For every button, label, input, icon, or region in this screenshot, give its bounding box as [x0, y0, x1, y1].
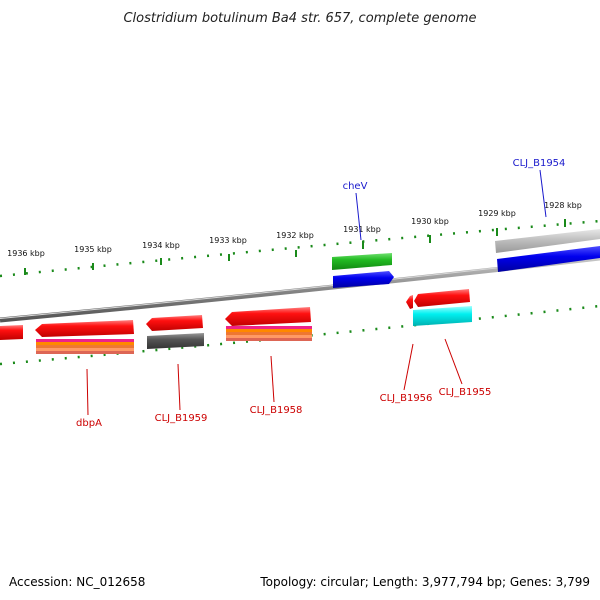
cds-dbpA-band	[36, 342, 134, 345]
cds-cheV[interactable]	[333, 271, 394, 288]
tick-label: 1935 kbp	[74, 245, 112, 254]
gene-dbpA[interactable]	[35, 320, 134, 337]
tick-label: 1933 kbp	[209, 236, 247, 245]
gene-CLJ_B1955[interactable]	[414, 289, 470, 307]
label-CLJ_B1954: CLJ_B1954	[513, 158, 566, 169]
gene-left-edge[interactable]	[0, 325, 23, 340]
cds-CLJ_B1958-band	[226, 332, 312, 335]
gene-CLJ_B1956[interactable]	[406, 295, 413, 309]
cds-dbpA-band	[36, 345, 134, 348]
gene-CLJ_B1954[interactable]	[495, 229, 600, 253]
gene-cheV[interactable]	[332, 253, 392, 270]
gene-cheV-group[interactable]	[332, 253, 394, 288]
cds-CLJ_B1958-band	[226, 338, 312, 341]
gene-partial[interactable]	[0, 325, 23, 340]
cds-dbpA-band	[36, 339, 134, 342]
tick-label: 1936 kbp	[7, 249, 45, 258]
tick-labels: 1936 kbp 1935 kbp 1934 kbp 1933 kbp 1932…	[7, 201, 582, 258]
gene-dbpA-group[interactable]	[35, 320, 134, 354]
cds-dbpA-band	[36, 348, 134, 351]
tick-label: 1930 kbp	[411, 217, 449, 226]
label-CLJ_B1955: CLJ_B1955	[439, 387, 492, 398]
cds-CLJ_B1958-band	[226, 335, 312, 338]
tick-label: 1934 kbp	[142, 241, 180, 250]
tick-label: 1931 kbp	[343, 225, 381, 234]
gene-CLJ_B1959-group[interactable]	[146, 315, 204, 349]
cds-CLJ_B1959[interactable]	[147, 333, 204, 349]
gene-CLJ_B1954-group[interactable]	[495, 229, 600, 272]
gene-CLJ_B1958-group[interactable]	[225, 307, 312, 341]
label-dbpA: dbpA	[76, 418, 102, 429]
cds-CLJ_B1958-band	[226, 329, 312, 332]
cds-CLJ_B1955[interactable]	[413, 306, 472, 326]
cds-dbpA-band	[36, 351, 134, 354]
gene-CLJ_B1959[interactable]	[146, 315, 203, 331]
tick-label: 1929 kbp	[478, 209, 516, 218]
cds-CLJ_B1954[interactable]	[497, 246, 600, 272]
label-CLJ_B1956: CLJ_B1956	[380, 393, 433, 404]
major-ticks	[24, 219, 566, 275]
gene-CLJ_B1956-group[interactable]	[406, 295, 413, 309]
cds-CLJ_B1958-band	[226, 326, 312, 329]
gene-CLJ_B1955-group[interactable]	[413, 289, 472, 326]
tick-label: 1928 kbp	[544, 201, 582, 210]
accession-text: Accession: NC_012658	[9, 575, 145, 589]
tick-label: 1932 kbp	[276, 231, 314, 240]
map-title: Clostridium botulinum Ba4 str. 657, comp…	[123, 11, 476, 26]
topology-summary: Topology: circular; Length: 3,977,794 bp…	[259, 575, 590, 589]
label-CLJ_B1959: CLJ_B1959	[155, 413, 208, 424]
label-cheV: cheV	[343, 181, 368, 192]
gene-CLJ_B1958[interactable]	[225, 307, 311, 326]
label-CLJ_B1958: CLJ_B1958	[250, 405, 303, 416]
leader-lines	[86, 169, 547, 416]
